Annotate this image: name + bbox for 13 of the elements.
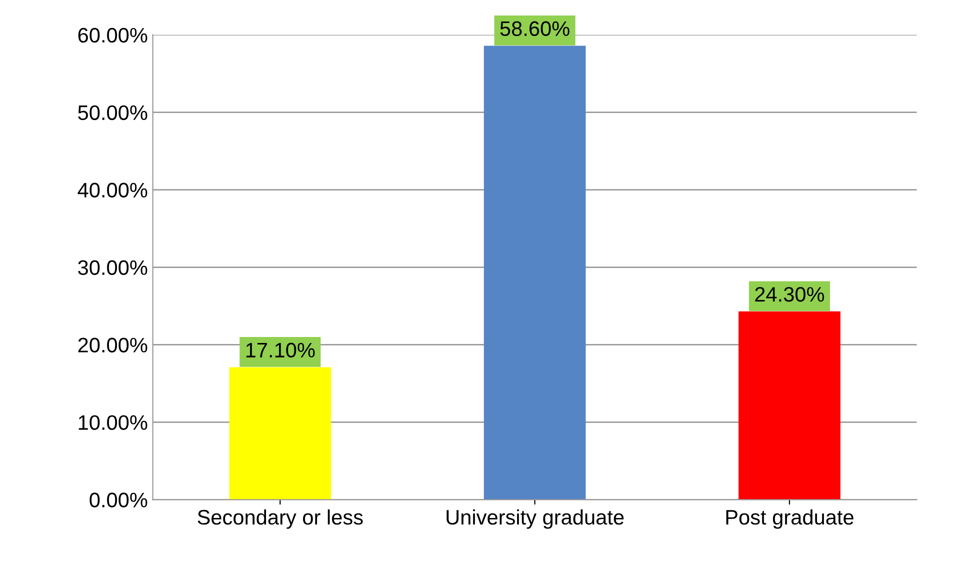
- y-tick-label: 40.00%: [78, 182, 148, 198]
- y-tick-label: 20.00%: [78, 338, 148, 352]
- y-tick-label: 10.00%: [78, 415, 148, 430]
- y-tick-label: 30.00%: [78, 260, 148, 276]
- y-tick-label: 60.00%: [78, 28, 148, 43]
- data-label: 24.30%: [755, 286, 824, 302]
- y-tick-label: 0.00%: [90, 492, 148, 508]
- x-tick-label: Secondary or less: [198, 509, 363, 529]
- data-label: 17.10%: [246, 342, 315, 358]
- x-tick-label: University graduate: [446, 509, 624, 529]
- x-tick-label: Post graduate: [726, 509, 854, 529]
- data-label: 58.60%: [500, 21, 570, 36]
- y-tick-label: 50.00%: [78, 105, 148, 120]
